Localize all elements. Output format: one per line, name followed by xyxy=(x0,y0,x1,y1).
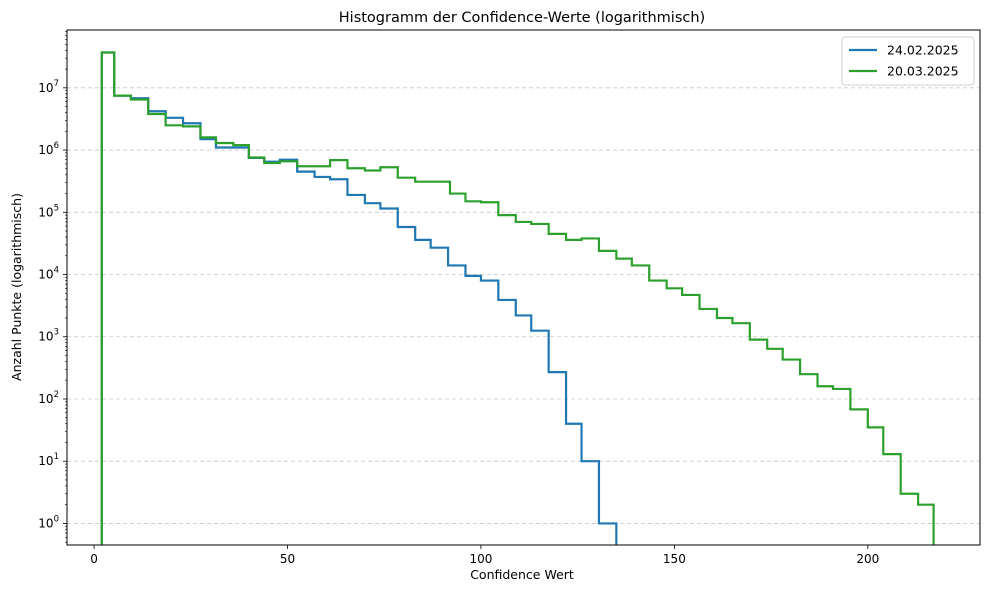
series-line-2 xyxy=(100,51,935,545)
y-axis-ticks: 100 101 102 103 104 105 106 107 xyxy=(38,31,67,543)
x-axis-ticks: 0 50 100 150 200 xyxy=(90,545,879,566)
y-tick-label-4: 104 xyxy=(38,266,59,282)
y-tick-label-7: 107 xyxy=(38,79,59,95)
y-tick-label-0: 100 xyxy=(38,514,59,530)
y-tick-label-5: 105 xyxy=(38,203,59,219)
x-tick-label-4: 200 xyxy=(856,552,879,566)
series-line-1 xyxy=(100,51,618,545)
chart-title: Histogramm der Confidence-Werte (logarit… xyxy=(339,10,705,26)
x-tick-label-1: 50 xyxy=(280,552,295,566)
y-tick-label-2: 102 xyxy=(38,390,59,406)
plot-frame xyxy=(66,29,981,546)
series-lines xyxy=(100,51,935,545)
legend: 24.02.2025 20.03.2025 xyxy=(841,36,975,86)
y-tick-label-6: 106 xyxy=(38,141,59,157)
legend-label-1: 24.02.2025 xyxy=(887,43,959,58)
x-axis-label: Confidence Wert xyxy=(470,567,574,582)
x-tick-label-2: 100 xyxy=(469,552,492,566)
x-tick-label-3: 150 xyxy=(663,552,686,566)
x-tick-label-0: 0 xyxy=(90,552,98,566)
y-tick-label-1: 101 xyxy=(38,452,59,468)
y-axis-label: Anzahl Punkte (logarithmisch) xyxy=(9,193,24,381)
grid-lines xyxy=(67,87,980,524)
legend-label-2: 20.03.2025 xyxy=(887,64,959,79)
y-tick-label-3: 103 xyxy=(38,328,59,344)
